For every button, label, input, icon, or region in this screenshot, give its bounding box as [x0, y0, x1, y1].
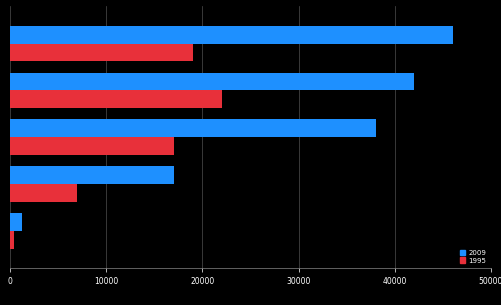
Bar [10, 184, 77, 202]
Bar [10, 44, 193, 61]
Bar [10, 120, 376, 137]
Bar [10, 137, 173, 155]
Bar [10, 166, 173, 184]
Legend: 2009, 1995: 2009, 1995 [458, 249, 487, 265]
Bar [10, 90, 221, 108]
Bar [10, 73, 414, 90]
Bar [10, 26, 452, 44]
Bar [10, 231, 14, 249]
Bar [10, 213, 22, 231]
